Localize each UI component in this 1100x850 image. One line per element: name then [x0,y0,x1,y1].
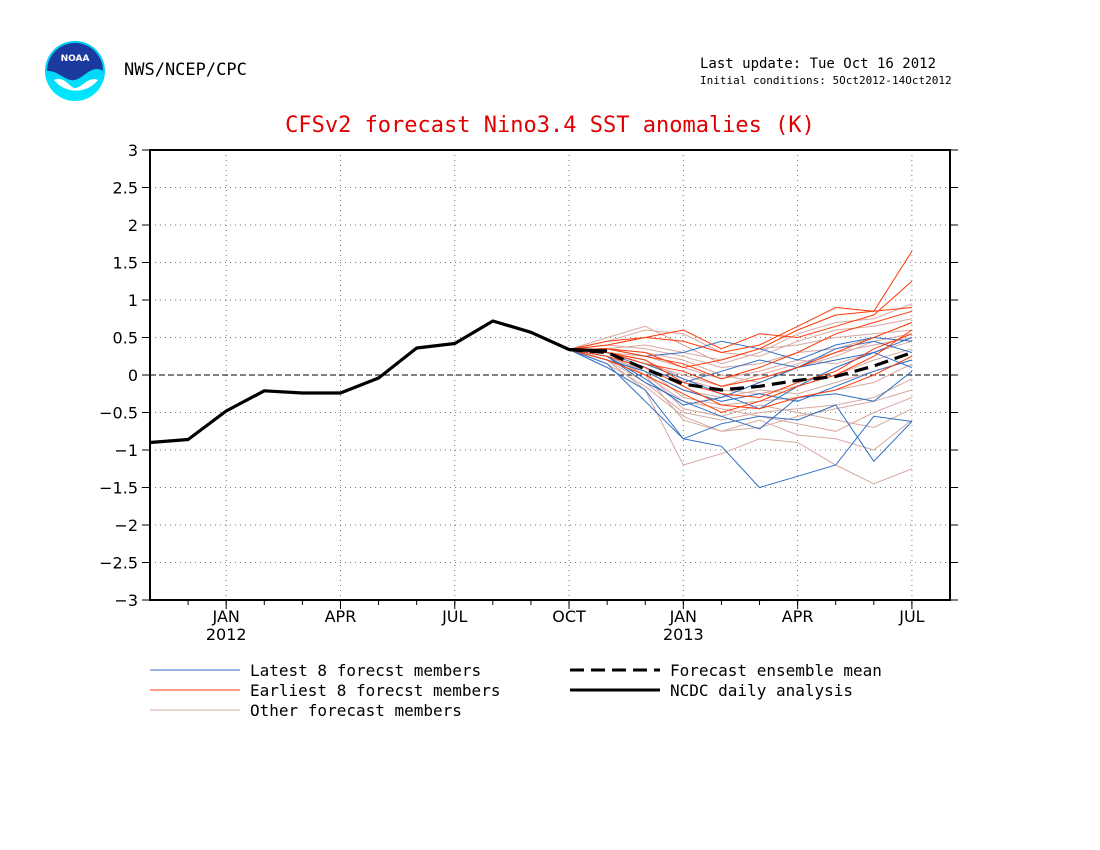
latest-member-line [568,349,913,463]
legend-label-analysis: NCDC daily analysis [670,681,853,700]
earliest-member-line [568,307,912,369]
y-tick-label: −3 [114,591,138,610]
x-tick-label: OCT [552,607,586,626]
latest-member-line [568,349,912,489]
ncdc-analysis-line [149,319,608,445]
other-member-line [568,349,913,429]
earliest-member-line [568,329,913,414]
x-tick-label: APR [782,607,814,626]
y-tick-label: 2 [128,216,138,235]
y-tick-label: 0 [128,366,138,385]
agency-label: NWS/NCEP/CPC [124,60,247,80]
earliest-member-line [568,310,913,380]
x-year-label: 2013 [663,625,704,644]
y-tick-label: −2.5 [99,554,138,573]
x-tick-label: JAN [669,607,697,626]
initial-conditions-label: Initial conditions: 5Oct2012-14Oct2012 [700,74,952,87]
legend-label-earliest: Earliest 8 forecst members [250,681,500,700]
noaa-logo: NOAA [44,40,106,102]
y-tick-label: −1 [114,441,138,460]
x-year-label: 2012 [206,625,247,644]
x-tick-label: JAN [212,607,240,626]
noaa-logo-text: NOAA [61,54,90,64]
y-tick-label: 0.5 [113,329,138,348]
legend-label-mean: Forecast ensemble mean [670,661,882,680]
x-tick-label: APR [325,607,357,626]
y-tick-label: 3 [128,141,138,160]
ensemble-mean-line [568,347,913,392]
other-member-line [568,349,913,432]
earliest-member-line [568,322,913,387]
earliest-member-line [568,333,913,399]
y-tick-label: −1.5 [99,479,138,498]
x-tick-label: JUL [441,607,467,626]
last-update-label: Last update: Tue Oct 16 2012 [700,56,937,72]
earliest-member-line [568,251,913,354]
y-tick-label: −0.5 [99,404,138,423]
latest-member-line [568,349,913,402]
x-tick-label: JUL [898,607,924,626]
latest-member-line [568,349,913,430]
earliest-member-line [568,280,913,350]
other-member-line [568,349,913,421]
other-member-line [568,340,913,380]
legend-label-latest: Latest 8 forecst members [250,661,481,680]
chart-title: CFSv2 forecast Nino3.4 SST anomalies (K) [285,113,815,138]
y-tick-label: 1.5 [113,254,138,273]
y-tick-label: 1 [128,291,138,310]
y-tick-label: −2 [114,516,138,535]
y-tick-label: 2.5 [113,179,138,198]
legend-label-other: Other forecast members [250,701,462,720]
